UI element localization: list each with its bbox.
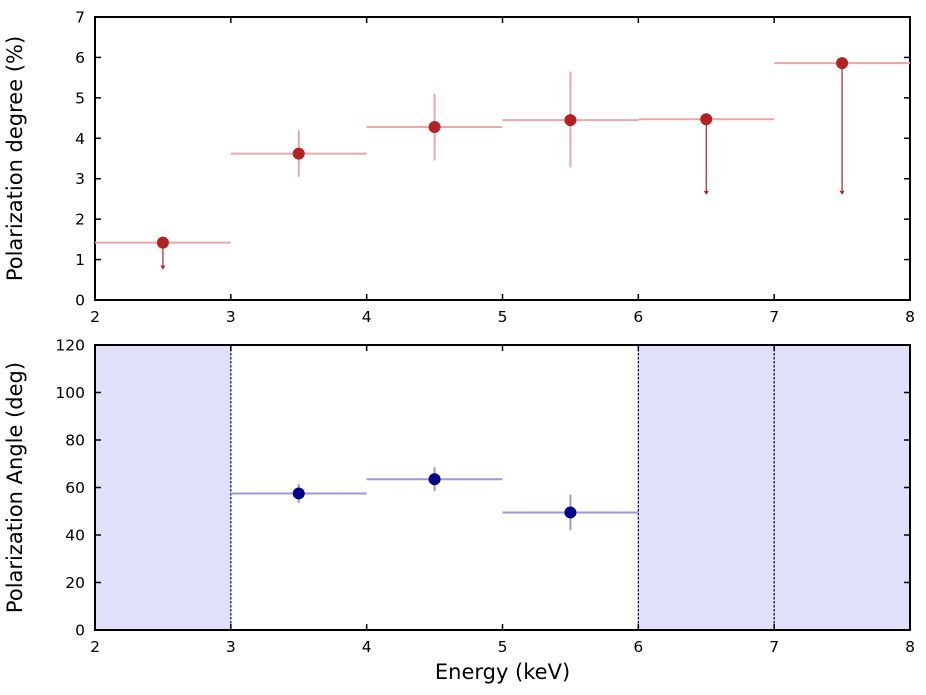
y-tick-label: 6 xyxy=(75,49,85,67)
data-point xyxy=(428,120,441,133)
x-tick-label: 6 xyxy=(633,638,643,656)
upper-limit-arrow xyxy=(160,265,166,270)
data-point xyxy=(564,114,577,127)
upper-limit-arrow xyxy=(839,190,845,195)
y-tick-label: 0 xyxy=(75,622,85,640)
data-point xyxy=(836,57,849,70)
y-tick-label: 40 xyxy=(65,527,85,545)
x-tick-label: 7 xyxy=(769,638,779,656)
y-tick-label: 4 xyxy=(75,130,85,148)
y-tick-label: 20 xyxy=(65,574,85,592)
x-tick-label: 3 xyxy=(226,308,236,326)
x-tick-label: 2 xyxy=(90,638,100,656)
x-tick-label: 3 xyxy=(226,638,236,656)
upper-limit-arrow xyxy=(703,190,709,195)
y-tick-label: 7 xyxy=(75,9,85,27)
x-tick-label: 5 xyxy=(498,308,508,326)
data-point xyxy=(700,113,713,126)
y-axis-label: Polarization degree (%) xyxy=(3,36,27,281)
x-axis-label: Energy (keV) xyxy=(435,660,570,684)
y-tick-label: 2 xyxy=(75,211,85,229)
data-point xyxy=(428,473,441,486)
data-point xyxy=(564,506,577,519)
y-tick-label: 100 xyxy=(55,384,85,402)
y-tick-label: 5 xyxy=(75,89,85,107)
y-tick-label: 120 xyxy=(55,337,85,355)
x-tick-label: 6 xyxy=(633,308,643,326)
x-tick-label: 4 xyxy=(362,638,372,656)
x-tick-label: 2 xyxy=(90,308,100,326)
data-point xyxy=(156,236,169,249)
shaded-region xyxy=(95,345,231,630)
axes-frame xyxy=(94,16,911,301)
y-tick-label: 0 xyxy=(75,292,85,310)
y-tick-label: 1 xyxy=(75,251,85,269)
x-tick-label: 7 xyxy=(769,308,779,326)
x-tick-label: 8 xyxy=(905,638,915,656)
x-tick-label: 4 xyxy=(362,308,372,326)
y-tick-label: 60 xyxy=(65,479,85,497)
x-tick-label: 5 xyxy=(498,638,508,656)
data-point xyxy=(292,147,305,160)
x-tick-label: 8 xyxy=(905,308,915,326)
y-tick-label: 80 xyxy=(65,432,85,450)
y-axis-label: Polarization Angle (deg) xyxy=(3,362,27,613)
polarization-degree-panel: 2 3 4 5 6 7 8 0 1 2 3 4 5 6 7 Polarization degree (%) xyxy=(3,9,915,327)
data-point xyxy=(292,487,305,500)
y-tick-label: 3 xyxy=(75,170,85,188)
